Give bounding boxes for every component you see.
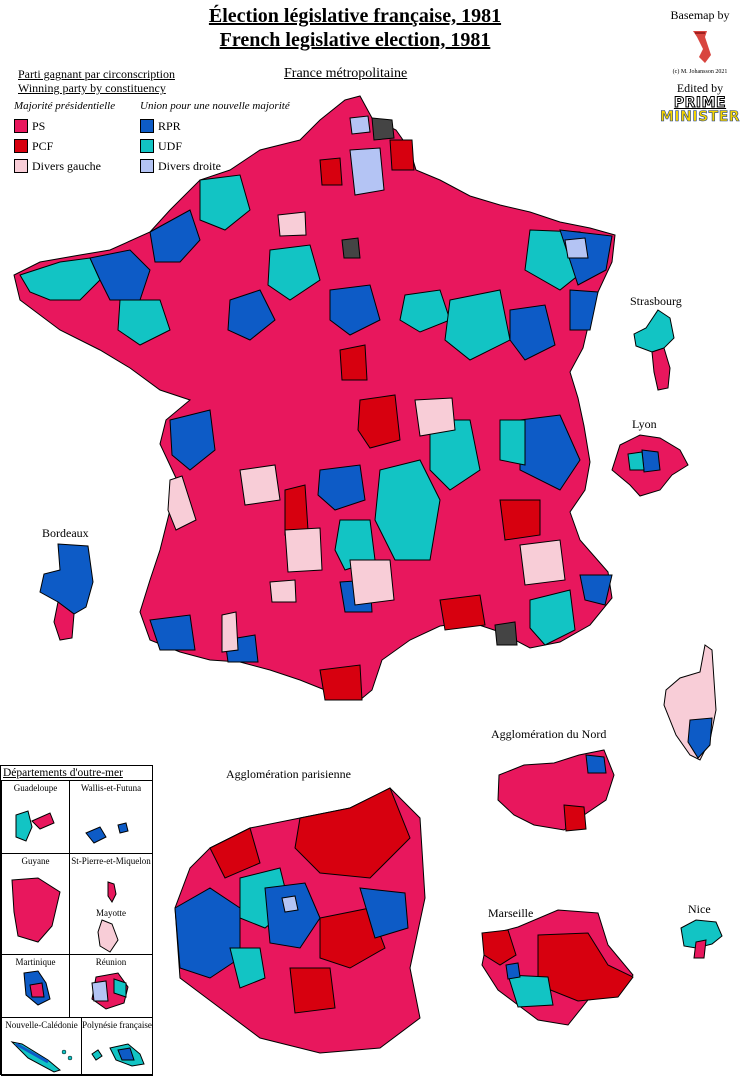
legend-item-udf: UDF <box>140 136 290 156</box>
cell-martinique: Martinique <box>1 954 70 1018</box>
france-mainland <box>13 95 616 701</box>
swatch-ps <box>14 119 28 133</box>
inset-lyon-map <box>611 434 689 497</box>
copyright-text: (c) M. Johansson 2021 <box>672 69 728 75</box>
spm-map <box>107 881 117 903</box>
mayotte-label: Mayotte <box>96 908 126 918</box>
legend-group-left-heading: Majorité présidentielle <box>14 100 116 112</box>
outre-mer-box: Départements d'outre-mer Guadeloupe Wall… <box>0 765 153 1076</box>
reunion-map <box>91 972 129 1010</box>
cell-wallis-futuna: Wallis-et-Futuna <box>69 780 153 854</box>
basemap-credit: Basemap by <box>670 8 730 22</box>
guyane-map <box>11 877 61 943</box>
wallis-futuna-map <box>85 822 129 844</box>
legend-left-group: Majorité présidentielle PS PCF Divers ga… <box>14 100 115 176</box>
swatch-dvg <box>14 159 28 173</box>
map-title: Élection législative française, 1981 Fre… <box>190 4 520 52</box>
inset-nord-map <box>497 749 615 832</box>
credit-block: Basemap by (c) M. Johansson 2021 Edited … <box>660 8 740 124</box>
inset-label-paris: Agglomération parisienne <box>226 767 351 781</box>
legend-item-dvg: Divers gauche <box>14 156 115 176</box>
inset-label-nice: Nice <box>688 902 711 916</box>
inset-label-lyon: Lyon <box>632 417 657 431</box>
inset-label-nord: Agglomération du Nord <box>491 727 607 741</box>
cell-reunion: Réunion <box>69 954 153 1018</box>
subtitle: Parti gagnant par circonscription Winnin… <box>18 67 175 95</box>
swatch-dvd <box>140 159 154 173</box>
edited-by: Edited by <box>676 81 724 95</box>
nouvelle-caledonie-map <box>10 1041 73 1073</box>
legend-right-group: Union pour une nouvelle majorité RPR UDF… <box>140 100 290 176</box>
basemap-logo-icon <box>693 31 711 63</box>
legend-item-dvd: Divers droite <box>140 156 290 176</box>
inset-label-marseille: Marseille <box>488 906 534 920</box>
legend-item-rpr: RPR <box>140 116 290 136</box>
inset-strasbourg-map <box>633 309 675 391</box>
cell-nouvelle-caledonie: Nouvelle-Calédonie <box>1 1017 82 1076</box>
inset-label-bordeaux: Bordeaux <box>42 526 89 540</box>
inset-nice-map <box>680 919 723 959</box>
guadeloupe-map <box>15 810 55 842</box>
cell-guadeloupe: Guadeloupe <box>1 780 70 854</box>
outre-mer-title: Départements d'outre-mer <box>3 767 123 779</box>
title-english: French legislative election, 1981 <box>219 29 491 51</box>
cell-polynesie: Polynésie française <box>81 1017 153 1076</box>
metro-label: France métropolitaine <box>284 66 408 81</box>
cell-guyane: Guyane <box>1 853 70 955</box>
legend-item-ps: PS <box>14 116 115 136</box>
subtitle-french: Parti gagnant par circonscription <box>18 67 175 81</box>
polynesie-map <box>91 1043 145 1067</box>
title-french: Élection législative française, 1981 <box>208 5 502 27</box>
martinique-map <box>23 970 51 1006</box>
legend-item-pcf: PCF <box>14 136 115 156</box>
inset-bordeaux-map <box>39 543 94 641</box>
swatch-udf <box>140 139 154 153</box>
swatch-pcf <box>14 139 28 153</box>
inset-marseille-map <box>481 909 634 1026</box>
mayotte-map <box>97 919 119 953</box>
inset-label-strasbourg: Strasbourg <box>630 294 682 308</box>
inset-paris-map <box>174 787 426 1054</box>
swatch-rpr <box>140 119 154 133</box>
prime-minister-logo: PRIME MINISTER <box>660 95 741 125</box>
cell-spm-mayotte: St-Pierre-et-Miquelon Mayotte <box>69 853 153 955</box>
subtitle-english: Winning party by constituency <box>18 81 166 95</box>
legend-group-right-heading: Union pour une nouvelle majorité <box>140 100 290 112</box>
